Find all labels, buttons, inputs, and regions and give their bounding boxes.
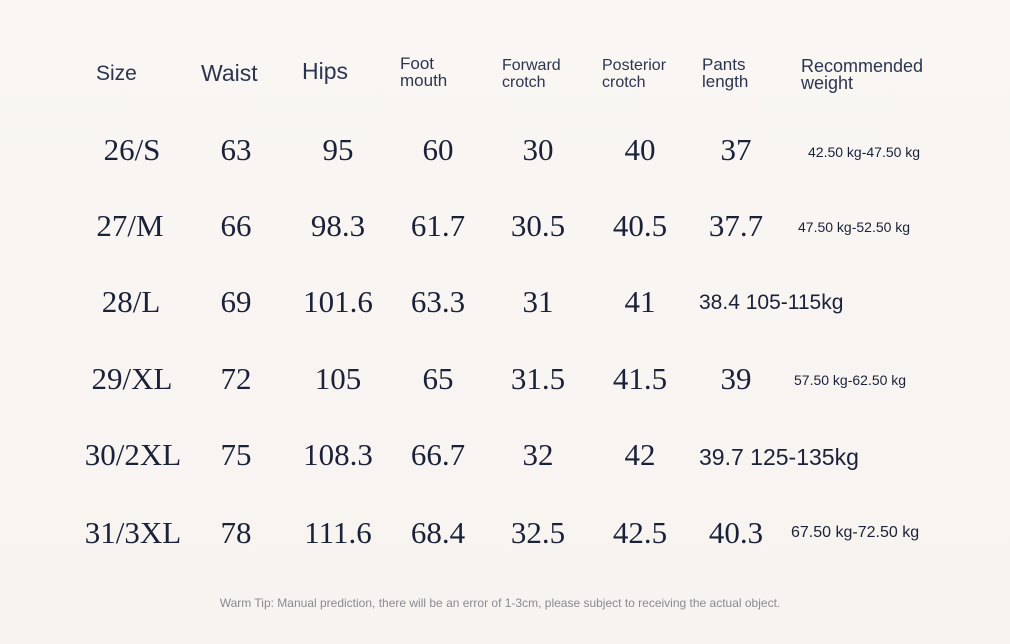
- header-foot-mouth-line1: Foot: [400, 54, 435, 73]
- row-4-waist: 72: [220, 361, 252, 396]
- header-forward-crotch: Forward crotch: [502, 57, 561, 91]
- header-recommended-weight: Recommended weight: [801, 56, 924, 93]
- row-1-foot-mouth: 60: [422, 132, 454, 167]
- header-forward-crotch-line2: crotch: [502, 74, 546, 91]
- row-2-posterior-crotch: 40.5: [612, 208, 668, 243]
- row-1-hips: 95: [322, 132, 354, 167]
- row-4-forward-crotch: 31.5: [510, 361, 566, 396]
- row-2-weight: 47.50 kg-52.50 kg: [798, 219, 911, 235]
- row-1-weight: 42.50 kg-47.50 kg: [808, 144, 921, 160]
- row-5-pants-length-weight: 39.7 125-135kg: [699, 444, 859, 470]
- row-3-pants-length-weight: 38.4 105-115kg: [699, 291, 844, 314]
- row-1-size: 26/S: [103, 132, 161, 167]
- row-4-foot-mouth: 65: [422, 361, 454, 396]
- row-3-size: 28/L: [101, 284, 161, 319]
- header-foot-mouth-line2: mouth: [400, 71, 448, 90]
- row-2-waist: 66: [220, 208, 252, 243]
- header-hips: Hips: [302, 58, 349, 84]
- header-pants-length-line1: Pants: [702, 55, 746, 74]
- row-1-posterior-crotch: 40: [624, 132, 656, 167]
- header-posterior-crotch-line2: crotch: [602, 74, 646, 91]
- row-5-forward-crotch: 32: [522, 437, 554, 472]
- header-pants-length: Pants length: [702, 56, 748, 90]
- row-6-foot-mouth: 68.4: [410, 515, 466, 550]
- row-4-size: 29/XL: [91, 361, 173, 396]
- header-pants-length-line2: length: [702, 72, 749, 91]
- header-recommended-weight-line1: Recommended: [801, 56, 924, 76]
- header-foot-mouth: Foot mouth: [400, 55, 447, 89]
- row-5-size: 30/2XL: [84, 437, 182, 472]
- header-size: Size: [96, 62, 137, 85]
- row-5-foot-mouth: 66.7: [410, 437, 466, 472]
- row-1-waist: 63: [220, 132, 252, 167]
- row-4-hips: 105: [314, 361, 362, 396]
- row-3-forward-crotch: 31: [522, 284, 554, 319]
- header-posterior-crotch-line1: Posterior: [602, 57, 667, 74]
- row-6-hips: 111.6: [304, 515, 372, 550]
- row-1-pants-length: 37: [720, 132, 752, 167]
- row-3-foot-mouth: 63.3: [410, 284, 466, 319]
- row-6-waist: 78: [220, 515, 252, 550]
- row-2-pants-length: 37.7: [708, 208, 764, 243]
- row-4-weight: 57.50 kg-62.50 kg: [794, 372, 907, 388]
- row-6-forward-crotch: 32.5: [510, 515, 566, 550]
- header-recommended-weight-line2: weight: [801, 73, 854, 93]
- row-6-posterior-crotch: 42.5: [612, 515, 668, 550]
- warm-tip: Warm Tip: Manual prediction, there will …: [219, 596, 781, 610]
- row-3-posterior-crotch: 41: [624, 284, 656, 319]
- row-4-pants-length: 39: [720, 361, 752, 396]
- row-1-forward-crotch: 30: [522, 132, 554, 167]
- header-posterior-crotch: Posterior crotch: [602, 57, 666, 91]
- row-2-hips: 98.3: [310, 208, 366, 243]
- row-5-hips: 108.3: [303, 437, 373, 472]
- header-waist: Waist: [201, 60, 258, 86]
- row-3-waist: 69: [220, 284, 252, 319]
- row-6-pants-length: 40.3: [708, 515, 764, 550]
- row-2-foot-mouth: 61.7: [410, 208, 466, 243]
- row-2-forward-crotch: 30.5: [510, 208, 566, 243]
- row-6-weight: 67.50 kg-72.50 kg: [791, 524, 920, 541]
- header-forward-crotch-line1: Forward: [502, 57, 561, 74]
- row-2-size: 27/M: [96, 208, 164, 243]
- row-5-posterior-crotch: 42: [624, 437, 656, 472]
- row-3-hips: 101.6: [303, 284, 373, 319]
- row-6-size: 31/3XL: [84, 515, 182, 550]
- row-4-posterior-crotch: 41.5: [612, 361, 668, 396]
- row-5-waist: 75: [220, 437, 252, 472]
